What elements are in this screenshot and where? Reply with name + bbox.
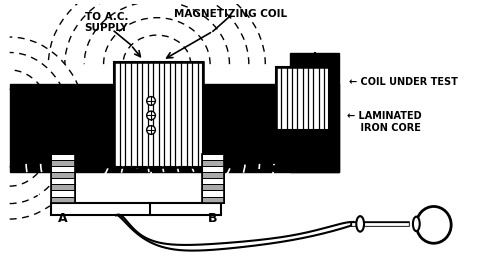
Bar <box>203 154 224 203</box>
Text: ← LAMINATED
    IRON CORE: ← LAMINATED IRON CORE <box>347 111 421 133</box>
Text: ← COIL UNDER TEST: ← COIL UNDER TEST <box>348 77 457 87</box>
Bar <box>203 197 224 203</box>
Bar <box>10 84 339 172</box>
Circle shape <box>147 126 156 134</box>
Bar <box>51 191 74 197</box>
Bar <box>290 53 339 172</box>
Ellipse shape <box>413 217 420 231</box>
Bar <box>276 67 329 130</box>
Text: TO A.C.
SUPPLY: TO A.C. SUPPLY <box>84 12 128 33</box>
Bar <box>51 154 74 160</box>
Bar <box>51 172 74 178</box>
Text: B: B <box>208 212 218 225</box>
Bar <box>51 166 74 172</box>
Bar <box>51 160 74 166</box>
Text: MAGNETIZING COIL: MAGNETIZING COIL <box>174 9 287 19</box>
Bar <box>51 184 74 191</box>
Bar <box>51 197 74 203</box>
Bar <box>203 191 224 197</box>
Bar <box>203 184 224 191</box>
Circle shape <box>147 97 156 105</box>
Bar <box>203 166 224 172</box>
Bar <box>51 154 74 203</box>
Bar <box>203 154 224 160</box>
Bar <box>203 178 224 184</box>
Bar <box>51 178 74 184</box>
Bar <box>114 62 204 167</box>
Bar <box>114 62 204 167</box>
Bar <box>203 160 224 166</box>
Text: A: A <box>58 212 68 225</box>
Ellipse shape <box>356 216 364 232</box>
Bar <box>51 203 221 215</box>
Circle shape <box>147 111 156 120</box>
Bar <box>276 67 329 130</box>
Ellipse shape <box>416 206 451 243</box>
Bar <box>203 172 224 178</box>
